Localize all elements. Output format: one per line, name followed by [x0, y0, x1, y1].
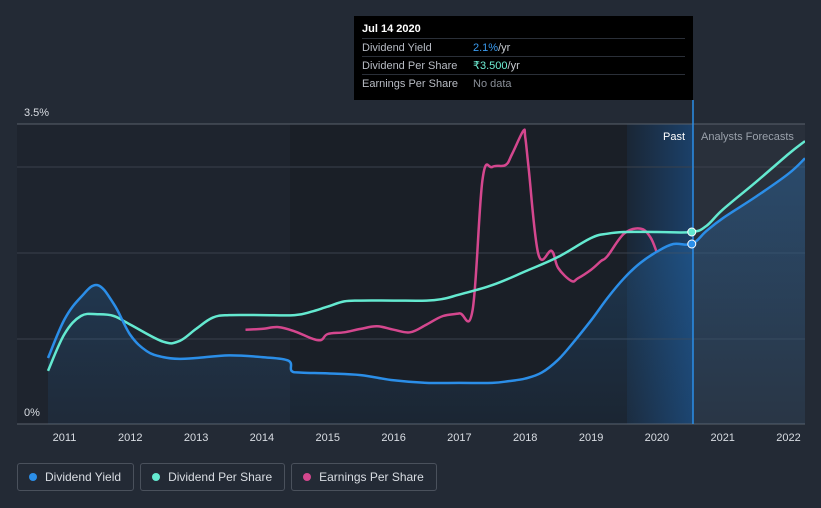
dividend-yield-marker: [687, 239, 697, 249]
tooltip-yield-value: 2.1%: [473, 41, 499, 54]
x-tick-2018: 2018: [513, 432, 537, 444]
dividend-per-share-marker: [687, 227, 697, 237]
x-tick-2014: 2014: [250, 432, 274, 444]
x-tick-2016: 2016: [381, 432, 405, 444]
legend-dot-earnings-per-share: [303, 473, 312, 481]
x-tick-2022: 2022: [776, 432, 800, 444]
legend-dot-dividend-yield: [29, 473, 37, 481]
legend-dot-dividend-per-share: [152, 473, 161, 481]
legend-dividend-yield[interactable]: Dividend Yield: [17, 463, 135, 491]
dividend-per-share-line: [46, 140, 805, 372]
dividend-yield-line: [46, 157, 805, 385]
tooltip-date: Jul 14 2020: [362, 23, 421, 35]
forecast-label: Analysts Forecasts: [701, 131, 794, 143]
tooltip-dps-value: ₹3.500: [473, 60, 508, 72]
tooltip-yield-label: Dividend Yield: [362, 41, 432, 54]
legend-dividend-per-share[interactable]: Dividend Per Share: [140, 463, 286, 491]
tooltip-row-eps: Earnings Per Share No data: [362, 74, 685, 92]
x-tick-2015: 2015: [316, 432, 340, 444]
x-tick-2019: 2019: [579, 432, 603, 444]
dividend-yield-area: [48, 158, 805, 424]
legend-label-dividend-yield: Dividend Yield: [45, 470, 122, 484]
tooltip-dps-label: Dividend Per Share: [362, 59, 458, 72]
x-tick-2011: 2011: [53, 432, 77, 444]
x-axis: 2011 2012 2013 2014 2015 2016 2017 2018 2019 2020…: [53, 432, 801, 444]
legend-label-earnings-per-share: Earnings Per Share: [319, 470, 424, 484]
tooltip-yield-unit: /yr: [498, 41, 511, 54]
tooltip-row-dps: Dividend Per Share ₹3.500 /yr: [362, 56, 685, 74]
x-tick-2013: 2013: [184, 432, 208, 444]
earnings-per-share-line: [245, 128, 659, 342]
x-tick-2012: 2012: [118, 432, 142, 444]
tooltip-row-yield: Dividend Yield 2.1% /yr: [362, 38, 685, 56]
legend: Dividend Yield Dividend Per Share Earnin…: [17, 463, 437, 491]
legend-label-dividend-per-share: Dividend Per Share: [168, 470, 273, 484]
x-tick-2017: 2017: [447, 432, 471, 444]
x-tick-2021: 2021: [710, 432, 734, 444]
tooltip-eps-value: No data: [473, 77, 512, 90]
legend-earnings-per-share[interactable]: Earnings Per Share: [291, 463, 437, 491]
tooltip-eps-label: Earnings Per Share: [362, 77, 458, 90]
y-label-max: 3.5%: [24, 107, 49, 119]
y-label-min: 0%: [24, 407, 40, 419]
x-tick-2020: 2020: [645, 432, 669, 444]
past-label: Past: [663, 131, 685, 143]
tooltip: Jul 14 2020 Dividend Yield 2.1% /yr Divi…: [354, 16, 693, 100]
tooltip-dps-unit: /yr: [507, 59, 520, 72]
